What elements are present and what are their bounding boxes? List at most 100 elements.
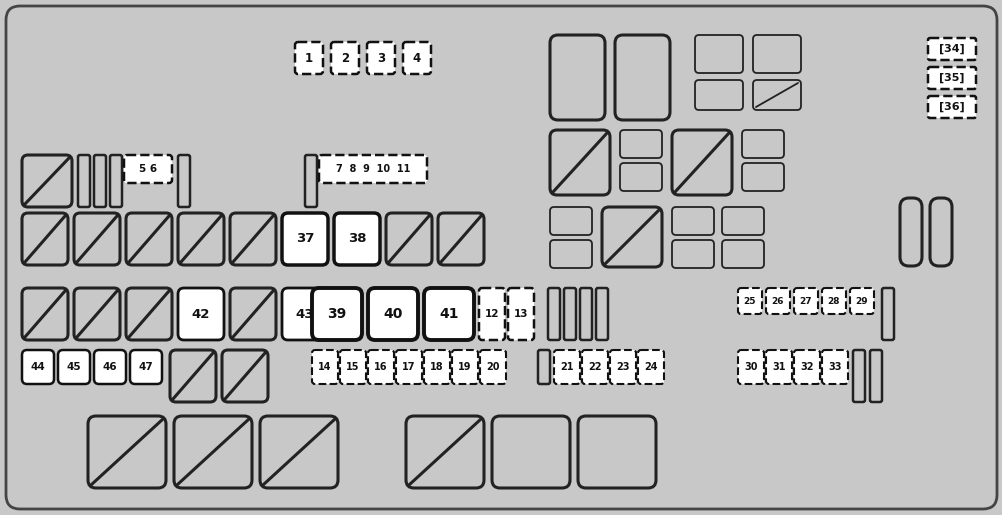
FancyBboxPatch shape xyxy=(741,163,784,191)
Text: [36]: [36] xyxy=(938,102,964,112)
FancyBboxPatch shape xyxy=(549,35,604,120)
Text: 30: 30 xyxy=(743,362,757,372)
FancyBboxPatch shape xyxy=(927,67,975,89)
FancyBboxPatch shape xyxy=(78,155,90,207)
FancyBboxPatch shape xyxy=(110,155,122,207)
Text: 14: 14 xyxy=(318,362,332,372)
FancyBboxPatch shape xyxy=(619,163,661,191)
FancyBboxPatch shape xyxy=(58,350,90,384)
Text: 13: 13 xyxy=(513,309,528,319)
FancyBboxPatch shape xyxy=(177,288,223,340)
FancyBboxPatch shape xyxy=(927,38,975,60)
FancyBboxPatch shape xyxy=(553,350,579,384)
FancyBboxPatch shape xyxy=(367,42,395,74)
FancyBboxPatch shape xyxy=(619,130,661,158)
FancyBboxPatch shape xyxy=(577,416,655,488)
FancyBboxPatch shape xyxy=(547,288,559,340)
Text: [35]: [35] xyxy=(938,73,964,83)
FancyBboxPatch shape xyxy=(177,213,223,265)
FancyBboxPatch shape xyxy=(312,288,362,340)
Text: 15: 15 xyxy=(346,362,360,372)
FancyBboxPatch shape xyxy=(480,350,505,384)
FancyBboxPatch shape xyxy=(340,350,366,384)
FancyBboxPatch shape xyxy=(537,350,549,384)
FancyBboxPatch shape xyxy=(74,213,120,265)
FancyBboxPatch shape xyxy=(601,207,661,267)
FancyBboxPatch shape xyxy=(899,198,921,266)
FancyBboxPatch shape xyxy=(424,288,474,340)
FancyBboxPatch shape xyxy=(6,6,996,509)
FancyBboxPatch shape xyxy=(22,155,72,207)
FancyBboxPatch shape xyxy=(22,213,68,265)
FancyBboxPatch shape xyxy=(549,207,591,235)
FancyBboxPatch shape xyxy=(671,130,731,195)
FancyBboxPatch shape xyxy=(260,416,338,488)
FancyBboxPatch shape xyxy=(595,288,607,340)
FancyBboxPatch shape xyxy=(694,80,742,110)
FancyBboxPatch shape xyxy=(88,416,166,488)
FancyBboxPatch shape xyxy=(229,288,276,340)
Text: 17: 17 xyxy=(402,362,416,372)
FancyBboxPatch shape xyxy=(403,42,431,74)
FancyBboxPatch shape xyxy=(927,96,975,118)
FancyBboxPatch shape xyxy=(169,350,215,402)
Text: 37: 37 xyxy=(296,232,314,246)
Text: 33: 33 xyxy=(828,362,841,372)
FancyBboxPatch shape xyxy=(766,288,790,314)
FancyBboxPatch shape xyxy=(753,80,801,110)
FancyBboxPatch shape xyxy=(368,350,394,384)
Text: 42: 42 xyxy=(191,307,210,320)
FancyBboxPatch shape xyxy=(579,288,591,340)
FancyBboxPatch shape xyxy=(130,350,162,384)
Text: 20: 20 xyxy=(486,362,499,372)
FancyBboxPatch shape xyxy=(282,288,328,340)
FancyBboxPatch shape xyxy=(637,350,663,384)
FancyBboxPatch shape xyxy=(581,350,607,384)
FancyBboxPatch shape xyxy=(671,240,713,268)
FancyBboxPatch shape xyxy=(74,288,120,340)
Text: 19: 19 xyxy=(458,362,471,372)
Text: 38: 38 xyxy=(348,232,366,246)
FancyBboxPatch shape xyxy=(331,42,359,74)
FancyBboxPatch shape xyxy=(386,213,432,265)
FancyBboxPatch shape xyxy=(396,350,422,384)
FancyBboxPatch shape xyxy=(794,288,818,314)
FancyBboxPatch shape xyxy=(368,288,418,340)
FancyBboxPatch shape xyxy=(126,288,171,340)
FancyBboxPatch shape xyxy=(614,35,669,120)
FancyBboxPatch shape xyxy=(334,213,380,265)
Text: 27: 27 xyxy=(799,297,812,305)
FancyBboxPatch shape xyxy=(852,350,864,402)
FancyBboxPatch shape xyxy=(929,198,951,266)
FancyBboxPatch shape xyxy=(549,130,609,195)
Text: 3: 3 xyxy=(377,52,385,64)
FancyBboxPatch shape xyxy=(563,288,575,340)
FancyBboxPatch shape xyxy=(869,350,881,402)
Text: 2: 2 xyxy=(341,52,349,64)
Text: 31: 31 xyxy=(772,362,785,372)
FancyBboxPatch shape xyxy=(22,288,68,340)
FancyBboxPatch shape xyxy=(452,350,478,384)
FancyBboxPatch shape xyxy=(124,155,171,183)
Text: 22: 22 xyxy=(587,362,601,372)
FancyBboxPatch shape xyxy=(737,288,762,314)
Text: 43: 43 xyxy=(296,307,314,320)
FancyBboxPatch shape xyxy=(22,350,54,384)
Text: 24: 24 xyxy=(643,362,657,372)
FancyBboxPatch shape xyxy=(295,42,323,74)
Text: 21: 21 xyxy=(560,362,573,372)
Text: 1: 1 xyxy=(305,52,313,64)
FancyBboxPatch shape xyxy=(406,416,484,488)
Text: 28: 28 xyxy=(827,297,840,305)
FancyBboxPatch shape xyxy=(282,213,328,265)
FancyBboxPatch shape xyxy=(229,213,276,265)
FancyBboxPatch shape xyxy=(849,288,873,314)
FancyBboxPatch shape xyxy=(721,207,764,235)
Text: 18: 18 xyxy=(430,362,443,372)
FancyBboxPatch shape xyxy=(507,288,533,340)
FancyBboxPatch shape xyxy=(766,350,792,384)
Text: 45: 45 xyxy=(66,362,81,372)
FancyBboxPatch shape xyxy=(177,155,189,207)
Text: 4: 4 xyxy=(413,52,421,64)
FancyBboxPatch shape xyxy=(794,350,820,384)
